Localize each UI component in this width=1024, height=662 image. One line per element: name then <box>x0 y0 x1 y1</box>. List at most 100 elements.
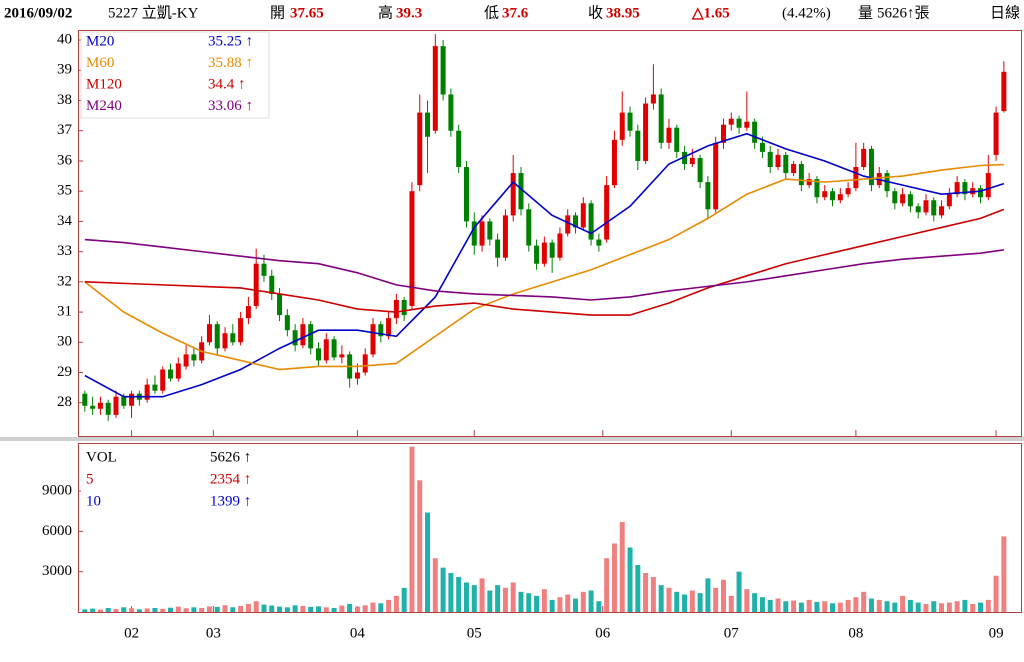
volume-bar <box>643 573 649 612</box>
close-label: 收 <box>588 4 603 21</box>
volume-bar <box>261 604 267 612</box>
volume-bar <box>588 590 594 612</box>
volume-bar <box>682 594 688 612</box>
volume-bar <box>549 599 555 612</box>
volume-bar <box>619 521 625 612</box>
legend-name: 5 <box>86 471 94 487</box>
candle-body <box>837 194 843 201</box>
candle-body <box>946 194 952 207</box>
volume-bar <box>448 573 454 612</box>
candle-body <box>362 354 368 373</box>
volume-bar <box>736 571 742 612</box>
x-tick-label: 06 <box>595 625 611 641</box>
candle-body <box>892 191 898 204</box>
candle-body <box>323 339 329 361</box>
legend-name: M20 <box>86 33 114 49</box>
candle-body <box>518 173 524 210</box>
volume-bar <box>354 606 360 612</box>
volume-bar <box>339 605 345 612</box>
volume-bar <box>580 591 586 612</box>
volume-bar <box>541 589 547 612</box>
low-label: 低 <box>484 4 499 21</box>
candle-body <box>495 239 501 258</box>
candle-body <box>339 354 345 358</box>
candle-body <box>611 139 617 186</box>
close-value: 38.95 <box>606 5 640 21</box>
header: 2016/09/02 5227 立凱-KY 開 37.65 高 39.3 低 3… <box>4 4 1020 21</box>
volume-bar <box>993 575 999 612</box>
candle-body <box>713 142 719 210</box>
candle-body <box>993 112 999 155</box>
volume-bar <box>113 609 119 612</box>
candle-body <box>549 242 555 258</box>
candle-body <box>105 402 111 415</box>
candle-body <box>386 318 392 337</box>
candle-body <box>931 200 937 216</box>
candle-body <box>168 369 174 379</box>
candle-body <box>129 393 135 406</box>
volume-bar <box>565 594 571 612</box>
volume-bar <box>853 597 859 612</box>
candle-body <box>775 154 781 168</box>
volume-bar <box>214 606 220 612</box>
volume-bar <box>674 591 680 612</box>
x-tick-label: 09 <box>989 625 1004 641</box>
candle-body <box>736 118 742 128</box>
volume-bar <box>970 603 976 612</box>
volume-bar <box>206 606 212 612</box>
candle-body <box>401 299 407 316</box>
volume-bar <box>1001 536 1007 612</box>
volume-bar <box>417 480 423 612</box>
candle-body <box>845 188 851 195</box>
candle-body <box>588 203 594 240</box>
volume-label: 量 <box>858 5 873 21</box>
candle-body <box>814 179 820 198</box>
volume-bar <box>946 602 952 612</box>
candle-body <box>666 127 672 143</box>
stock-name: 5227 立凱-KY <box>108 4 199 21</box>
volume-bar <box>245 603 251 612</box>
volume-bar <box>105 607 111 612</box>
volume-bar <box>534 595 540 612</box>
candle-body <box>635 130 641 161</box>
volume-bar <box>720 579 726 612</box>
candle-body <box>767 151 773 168</box>
candle-body <box>269 275 275 294</box>
candle-body <box>432 46 438 131</box>
candle-body <box>1001 71 1007 112</box>
volume-bar <box>238 605 244 612</box>
candle-body <box>393 299 399 319</box>
legend-value: 1399 ↑ <box>210 493 251 509</box>
candle-body <box>744 121 750 128</box>
candle-body <box>300 324 306 346</box>
candle-body <box>565 215 571 234</box>
volume-bar <box>759 597 765 612</box>
volume-bar <box>892 602 898 612</box>
volume-bar <box>440 567 446 612</box>
volume-bar <box>323 607 329 612</box>
legend-name: VOL <box>86 449 117 465</box>
y-tick-label: 28 <box>57 394 72 410</box>
ma-legend-box <box>80 31 270 119</box>
candle-body <box>417 112 423 186</box>
candle-body <box>238 318 244 343</box>
volume-bar <box>401 587 407 612</box>
volume-bar <box>876 599 882 612</box>
candle-body <box>962 182 968 195</box>
candle-body <box>627 112 633 131</box>
volume-bar <box>861 591 867 612</box>
volume-bar <box>884 601 890 612</box>
x-tick-label: 03 <box>206 625 221 641</box>
legend-name: M60 <box>86 55 114 71</box>
legend-value: 34.4 ↑ <box>208 76 246 92</box>
volume-bar <box>814 601 820 612</box>
volume-bar <box>487 590 493 612</box>
candle-body <box>440 46 446 95</box>
high-label: 高 <box>378 4 393 21</box>
volume-bar <box>222 605 228 612</box>
legend-name: 10 <box>86 493 101 509</box>
volume-bar <box>425 512 431 612</box>
legend-value: 35.88 ↑ <box>208 55 253 71</box>
high-value: 39.3 <box>396 5 422 21</box>
candle-body <box>315 348 321 361</box>
